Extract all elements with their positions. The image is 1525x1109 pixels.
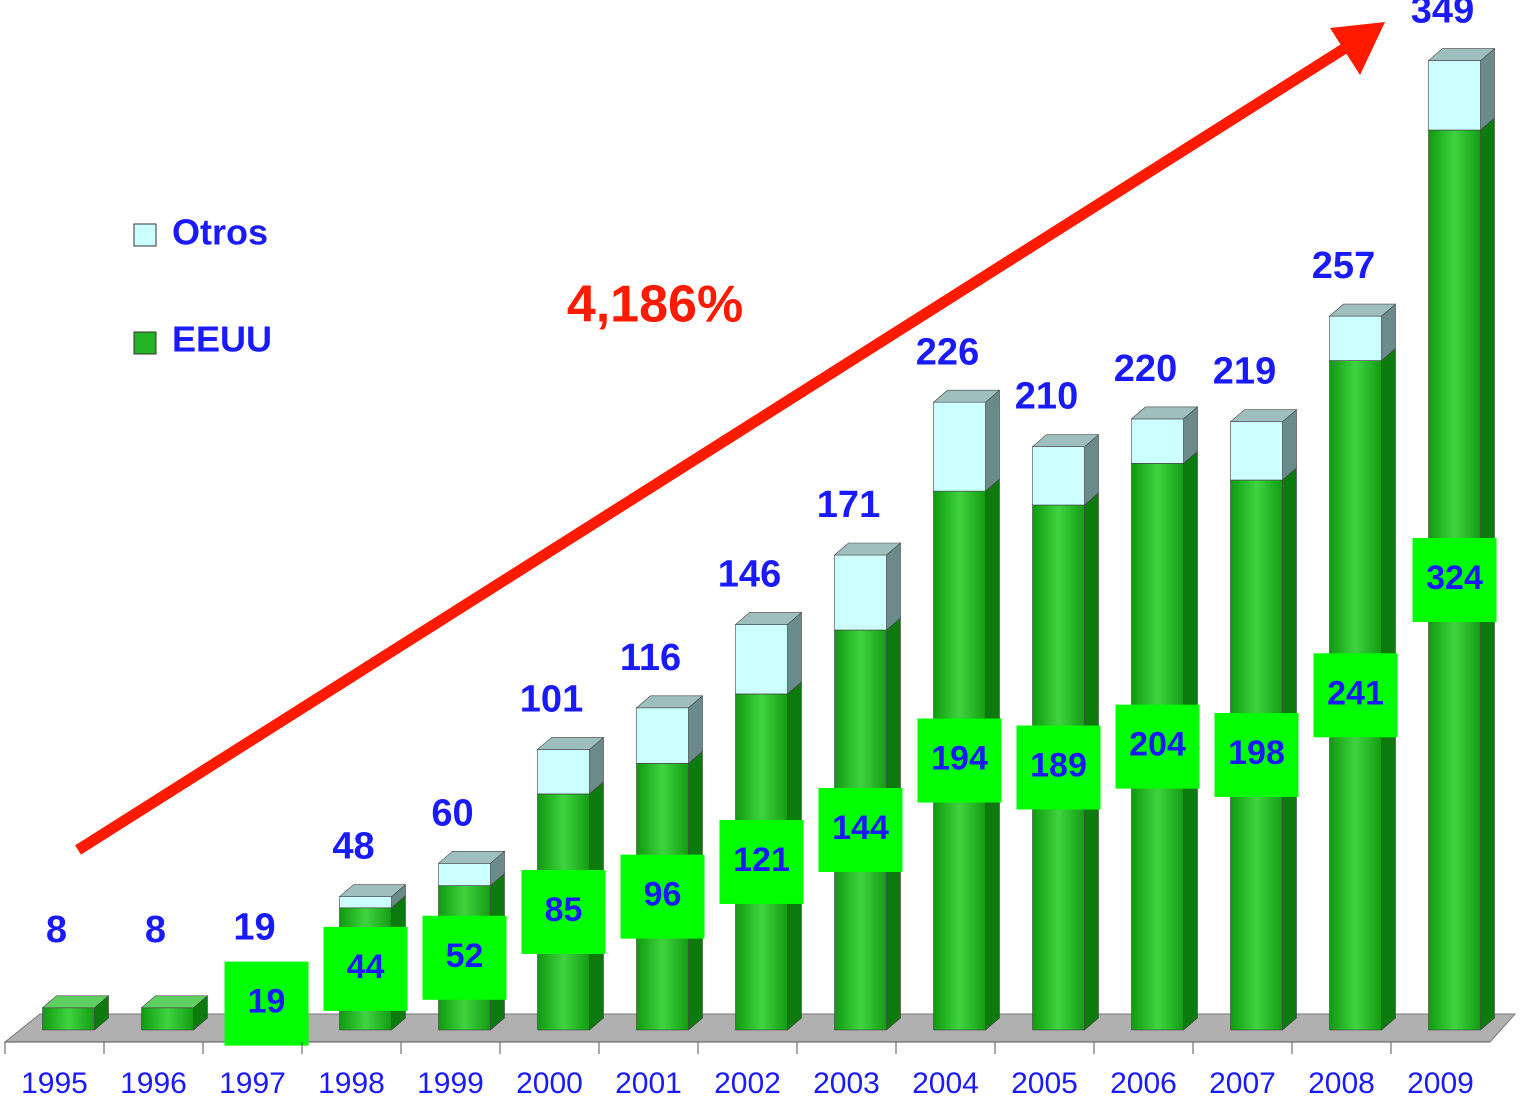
x-tick-label: 2006 [1110,1067,1177,1100]
label-box [620,854,705,939]
bar-top [1031,434,1100,447]
x-tick-label: 2000 [516,1067,583,1100]
x-tick-label: 1998 [318,1067,385,1100]
annotation: 4,186% [567,276,743,334]
bar-top [833,542,902,556]
data-label: 189 [1030,746,1087,784]
data-label: 194 [931,740,988,778]
bar-top [1229,409,1298,422]
x-tick-label: 1996 [120,1067,187,1100]
total-label: 219 [1213,351,1276,393]
x-tick-label: 2005 [1011,1067,1078,1100]
bar-side [985,389,1000,492]
total-label: 48 [332,826,374,868]
legend-label: EEUU [172,319,272,360]
bar [141,1007,194,1031]
total-label: 257 [1312,245,1375,287]
label-box [917,718,1002,803]
data-label: 85 [545,891,583,929]
x-tick-label: 2007 [1209,1067,1276,1100]
data-label: 204 [1129,726,1186,764]
total-label: 226 [916,331,979,373]
label-box [1214,713,1299,797]
label-box [1412,538,1497,622]
data-label: 121 [733,841,790,879]
total-label: 8 [145,909,166,951]
total-label: 19 [233,906,275,948]
bar [735,624,788,695]
data-label: 144 [832,809,889,847]
bar-side [1480,47,1495,131]
data-label: 324 [1426,559,1483,597]
bar-top [41,995,110,1009]
bar [1230,421,1283,481]
label-box [323,926,408,1011]
data-label: 198 [1228,734,1285,772]
bar-top [140,995,209,1009]
label-box [224,961,309,1046]
bar-top [437,851,506,864]
bar-top [1427,48,1496,61]
legend-swatch [133,331,157,355]
label-box [1016,725,1101,810]
total-label: 101 [520,678,583,720]
label-box [521,869,606,954]
x-tick-label: 2001 [615,1067,682,1100]
data-label: 241 [1327,674,1384,712]
total-label: 349 [1411,0,1474,32]
total-label: 116 [620,637,681,679]
bar-side [886,542,901,631]
bar-top [1328,303,1397,317]
arrow-head [1330,22,1385,75]
bar-top [932,389,1001,403]
total-label: 146 [718,553,781,595]
bar [1428,60,1481,131]
bar [636,707,689,764]
trend-arrow [75,40,1353,855]
x-tick-label: 2003 [813,1067,880,1100]
bar-top [734,612,803,625]
bar [537,749,590,795]
bar-side [787,611,802,695]
bar [438,863,491,886]
bar [1131,418,1184,464]
label-box [1115,704,1200,789]
data-label: 19 [248,983,286,1021]
bar [1032,446,1085,506]
bar-top [338,884,407,897]
total-label: 8 [46,909,67,951]
x-tick-label: 2009 [1407,1067,1474,1100]
bar [933,401,986,492]
legend-label: Otros [172,212,268,253]
bar [339,896,392,909]
bar [1329,315,1382,361]
total-label: 210 [1015,376,1078,418]
x-tick-label: 2002 [714,1067,781,1100]
total-label: 60 [431,792,473,834]
x-tick-label: 2008 [1308,1067,1375,1100]
data-label: 44 [347,948,385,986]
label-box [818,788,903,872]
bar [42,1007,95,1031]
bar-top [635,695,704,709]
x-tick-label: 2004 [912,1067,979,1100]
x-tick-label: 1999 [417,1067,484,1100]
label-box [422,915,507,1000]
bar-top [536,737,605,750]
label-box [719,819,804,904]
total-label: 171 [817,484,880,526]
total-label: 220 [1114,348,1177,390]
bar-top [1130,406,1199,420]
label-box [1313,653,1398,738]
data-label: 96 [644,876,682,914]
legend-swatch [133,223,157,247]
x-tick-label: 1997 [219,1067,286,1100]
x-tick-label: 1995 [21,1067,88,1100]
data-label: 52 [446,937,484,975]
bar [834,554,887,631]
